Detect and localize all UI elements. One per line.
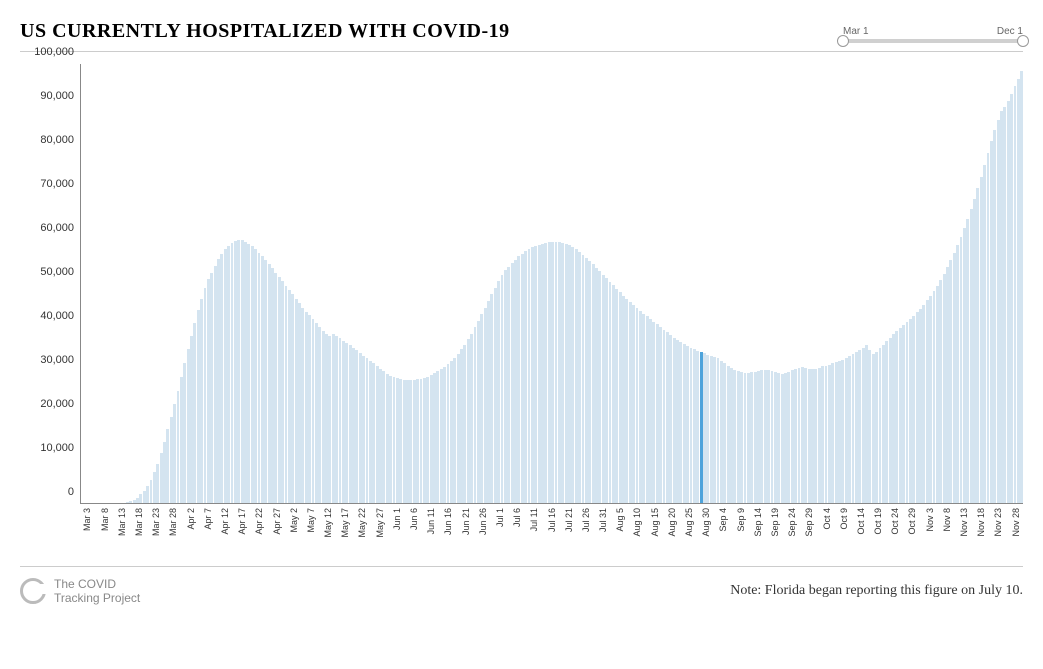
logo-text: The COVID Tracking Project — [54, 577, 140, 606]
slider-handle-end[interactable] — [1017, 35, 1029, 47]
y-tick-label: 50,000 — [40, 266, 74, 278]
footer-note: Note: Florida began reporting this figur… — [730, 583, 1023, 599]
logo-icon — [20, 578, 46, 604]
page-title: US CURRENTLY HOSPITALIZED WITH COVID-19 — [20, 20, 510, 43]
header: US CURRENTLY HOSPITALIZED WITH COVID-19 … — [20, 20, 1023, 52]
y-tick-label: 70,000 — [40, 178, 74, 190]
y-tick-label: 20,000 — [40, 398, 74, 410]
slider-start-label: Mar 1 — [843, 26, 869, 37]
y-tick-label: 100,000 — [34, 46, 74, 58]
logo: The COVID Tracking Project — [20, 577, 140, 606]
x-axis: Mar 3Mar 8Mar 13Mar 18Mar 23Mar 28Apr 2A… — [80, 504, 1023, 552]
plot-area — [80, 64, 1023, 504]
y-axis: 0 10,000 20,000 30,000 40,000 50,000 60,000 70,… — [20, 64, 80, 504]
slider-handle-start[interactable] — [837, 35, 849, 47]
y-tick-label: 0 — [68, 486, 74, 498]
bar — [1020, 71, 1023, 503]
y-tick-label: 90,000 — [40, 90, 74, 102]
x-tick — [1019, 504, 1022, 552]
logo-line2: Tracking Project — [54, 591, 140, 605]
chart: 0 10,000 20,000 30,000 40,000 50,000 60,000 70,… — [20, 64, 1023, 504]
slider-track[interactable] — [843, 39, 1023, 43]
logo-line1: The COVID — [54, 577, 140, 591]
y-tick-label: 30,000 — [40, 354, 74, 366]
y-tick-label: 40,000 — [40, 310, 74, 322]
footer: The COVID Tracking Project Note: Florida… — [20, 566, 1023, 606]
y-tick-label: 10,000 — [40, 442, 74, 454]
y-tick-label: 60,000 — [40, 222, 74, 234]
date-range-slider[interactable]: Mar 1 Dec 1 — [843, 26, 1023, 43]
y-tick-label: 80,000 — [40, 134, 74, 146]
